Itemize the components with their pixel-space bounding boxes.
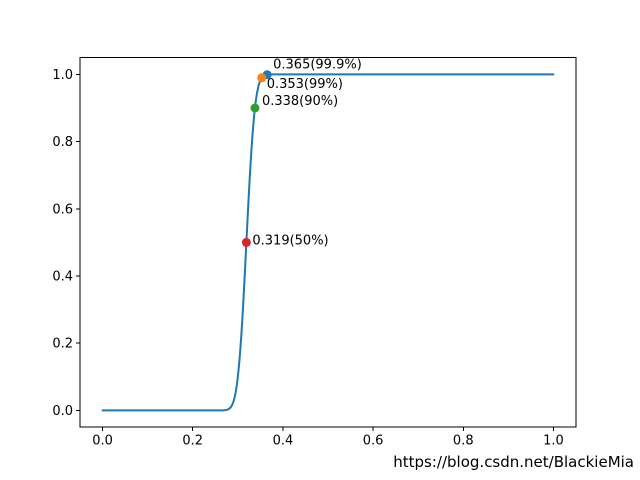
- cdf-curve: [101, 73, 555, 412]
- x-tick-label: 0.6: [363, 434, 384, 449]
- x-tick-label: 1.0: [543, 434, 564, 449]
- x-tick-label: 0.2: [182, 434, 203, 449]
- annotation-label: 0.319(50%): [252, 233, 328, 248]
- axis-ticks: 0.0 0.2 0.4 0.6 0.8 1.0 0.0 0.2 0.4 0.6 0.8 1.0: [52, 68, 563, 449]
- y-tick-label: 0.0: [52, 404, 73, 419]
- x-tick-label: 0.8: [453, 434, 474, 449]
- percentile-point-99pct: [257, 73, 267, 83]
- y-tick-label: 1.0: [52, 68, 73, 83]
- y-tick-label: 0.2: [52, 337, 73, 352]
- watermark: https://blog.csdn.net/BlackieMia: [393, 453, 634, 471]
- x-tick-label: 0.4: [273, 434, 294, 449]
- percentile-point-50pct: [241, 237, 251, 247]
- x-tick-label: 0.0: [92, 434, 113, 449]
- annotated-points: [241, 70, 272, 247]
- y-tick-label: 0.8: [52, 135, 73, 150]
- annotation-label: 0.353(99%): [267, 77, 343, 92]
- y-tick-label: 0.6: [52, 202, 73, 217]
- y-tick-label: 0.4: [52, 270, 73, 285]
- annotation-label: 0.365(99.9%): [273, 58, 362, 73]
- annotation-labels: 0.365(99.9%) 0.353(99%) 0.338(90%) 0.319(50…: [252, 58, 361, 249]
- annotation-label: 0.338(90%): [262, 94, 338, 109]
- percentile-point-90pct: [250, 103, 260, 113]
- plot-border: [79, 57, 577, 428]
